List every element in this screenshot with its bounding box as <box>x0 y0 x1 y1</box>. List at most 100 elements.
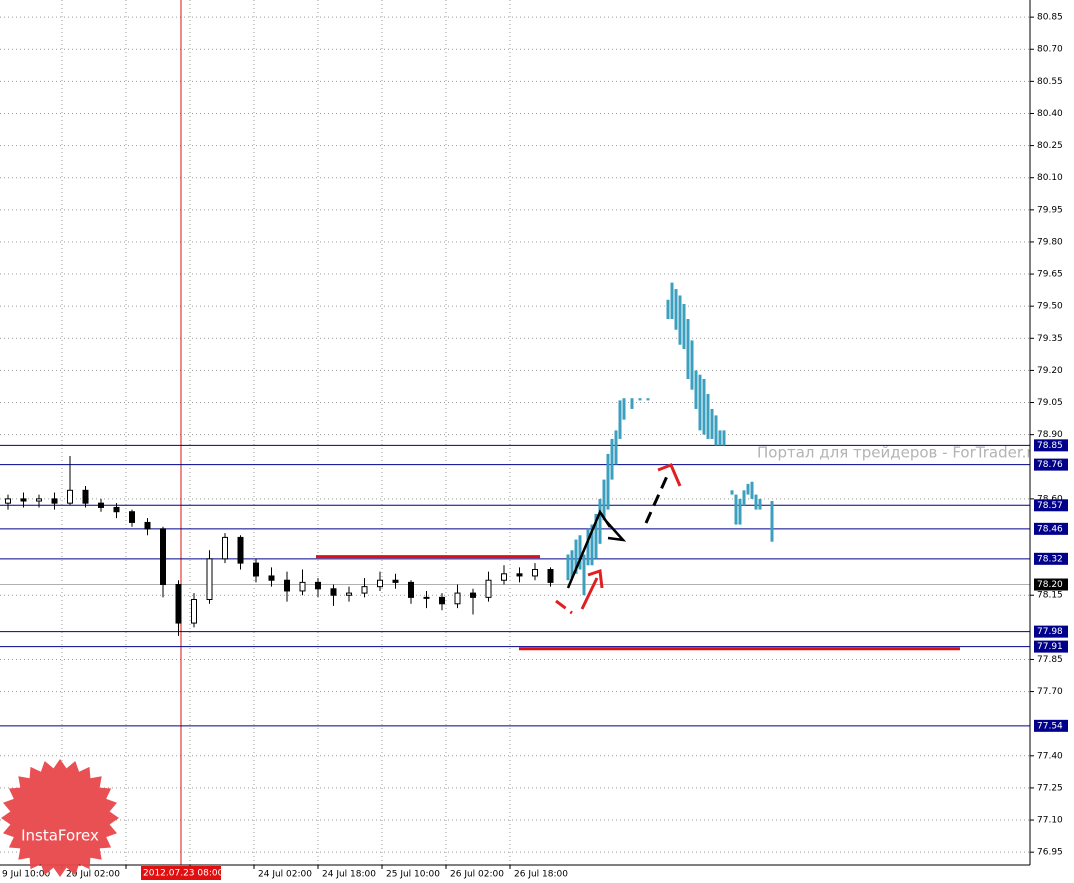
y-tick-label: 77.25 <box>1037 783 1063 793</box>
candle-body <box>439 596 445 605</box>
y-tick-label: 79.65 <box>1037 270 1063 280</box>
projection-bar <box>682 304 686 349</box>
watermark: Портал для трейдеров - ForTrader.ru <box>757 444 1042 462</box>
y-tick-label: 80.85 <box>1037 13 1063 23</box>
current-price-box <box>1034 578 1068 591</box>
projection-bar <box>594 513 598 559</box>
level-label: 78.32 <box>1037 554 1063 564</box>
candle-body <box>516 573 523 577</box>
candle-body <box>547 569 554 583</box>
candle-body <box>532 569 538 577</box>
candle-body <box>392 579 399 583</box>
arrow <box>657 463 682 487</box>
projection-bar <box>734 494 738 525</box>
candle-body <box>330 588 337 596</box>
projection-bar <box>694 370 698 409</box>
y-tick-label: 80.55 <box>1037 77 1063 87</box>
marks <box>5 282 774 636</box>
projection-bar <box>590 524 594 566</box>
projection-bar <box>618 400 622 439</box>
projection-bar <box>690 340 694 390</box>
marker-label-box <box>141 866 221 880</box>
projection-bar <box>770 501 774 542</box>
candle-body <box>377 579 383 588</box>
y-tick-label: 76.95 <box>1037 848 1063 858</box>
candle-body <box>144 521 151 530</box>
candle-body <box>454 592 461 605</box>
level-label-box <box>1034 522 1068 535</box>
y-tick-label: 80.25 <box>1037 141 1063 151</box>
candle-body <box>98 502 104 508</box>
marker-label: 2012.07.23 08:00 <box>143 869 224 879</box>
logo: InstaForex <box>1 759 119 877</box>
candle-body <box>315 581 321 590</box>
projection-bar <box>718 430 722 446</box>
candle-body <box>36 498 42 502</box>
candle-body <box>237 536 244 564</box>
projection-bar <box>598 498 602 544</box>
projection-bar <box>706 393 710 439</box>
y-tick-label: 78.90 <box>1037 430 1063 440</box>
candle-body <box>20 498 27 502</box>
projection-bar <box>714 415 718 446</box>
candle-body <box>470 592 476 598</box>
level-label: 77.91 <box>1037 642 1063 652</box>
projection-bar <box>622 398 626 420</box>
projection-bar <box>702 378 706 435</box>
candle-body <box>346 592 352 596</box>
x-tick-label: 26 Jul 02:00 <box>450 870 504 880</box>
y-tick-label: 79.20 <box>1037 366 1063 376</box>
candle-body <box>5 498 11 504</box>
candle-body <box>501 573 507 581</box>
arrow <box>580 568 604 610</box>
projection-bar <box>730 490 734 495</box>
candle-body <box>175 584 182 624</box>
projection-bar <box>722 430 726 446</box>
candle-body <box>222 536 228 560</box>
x-tick-label: 26 Jul 18:00 <box>514 870 568 880</box>
level-label-box <box>1034 499 1068 512</box>
level-label-box <box>1034 719 1068 732</box>
y-tick-label: 80.70 <box>1037 45 1063 55</box>
projection-bar <box>670 282 674 320</box>
levels <box>0 0 1030 865</box>
candle-body <box>253 562 259 577</box>
candle-body <box>361 586 368 594</box>
arrow <box>566 509 627 589</box>
level-label: 78.76 <box>1037 460 1063 470</box>
projection-bar <box>638 398 642 401</box>
y-tick-label: 77.10 <box>1037 816 1063 826</box>
projection-bar <box>606 453 610 510</box>
x-tick-label: 24 Jul 02:00 <box>258 870 312 880</box>
logo-text: InstaForex <box>21 827 99 845</box>
projection-bar <box>686 319 690 379</box>
projection-bar <box>574 539 578 574</box>
level-label: 78.85 <box>1037 441 1063 451</box>
projection-bar <box>630 398 634 409</box>
projection-bar <box>666 299 670 320</box>
y-tick-label: 80.40 <box>1037 109 1063 119</box>
y-tick-label: 77.85 <box>1037 655 1063 665</box>
projection-bar <box>750 481 754 499</box>
y-tick-label: 77.70 <box>1037 687 1063 697</box>
level-label-box <box>1034 552 1068 565</box>
candle-body <box>299 581 306 592</box>
projection-bar <box>646 398 650 401</box>
projection-bar <box>678 295 682 345</box>
candle-body <box>51 498 58 504</box>
projection-bar <box>754 494 758 510</box>
x-tick-label: 9 Jul 10:00 <box>2 870 51 880</box>
projection-bar <box>614 430 618 465</box>
arrow <box>555 599 573 615</box>
projection-bar <box>586 528 590 566</box>
x-tick-label: 20 Jul 02:00 <box>66 870 120 880</box>
y-tick-label: 79.80 <box>1037 237 1063 247</box>
projection-bar <box>746 483 750 495</box>
y-tick-label: 78.15 <box>1037 591 1063 601</box>
y-tick-label: 80.10 <box>1037 173 1063 183</box>
level-label: 78.46 <box>1037 524 1063 534</box>
candle-body <box>113 506 120 513</box>
projection-bar <box>674 289 678 330</box>
